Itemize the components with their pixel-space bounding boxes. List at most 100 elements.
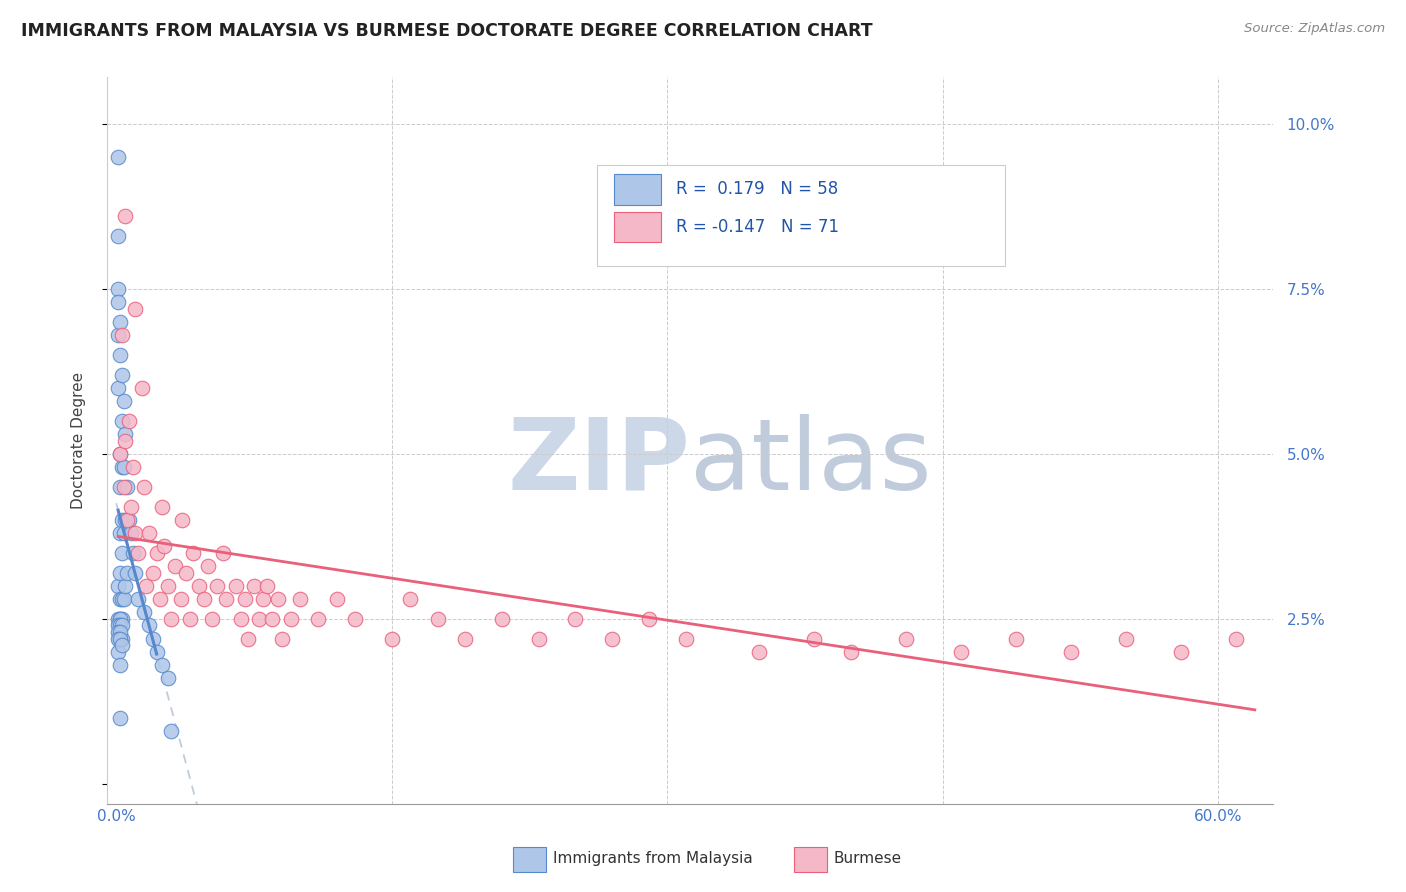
Point	[124, 566, 146, 580]
Point	[120, 500, 142, 514]
Point	[179, 612, 201, 626]
Point	[169, 592, 191, 607]
Point	[111, 632, 134, 646]
Point	[108, 632, 131, 646]
Point	[107, 327, 129, 342]
Point	[399, 592, 422, 607]
Point	[114, 426, 136, 441]
Point	[343, 612, 366, 626]
Point	[107, 150, 129, 164]
Point	[894, 632, 917, 646]
Point	[117, 513, 139, 527]
Point	[1170, 645, 1192, 659]
Point	[156, 579, 179, 593]
Point	[117, 480, 139, 494]
Point	[839, 645, 862, 659]
Point	[256, 579, 278, 593]
Point	[145, 645, 167, 659]
Point	[1060, 645, 1083, 659]
Point	[262, 612, 284, 626]
Point	[160, 612, 183, 626]
Point	[231, 612, 253, 626]
Point	[107, 381, 129, 395]
Text: 0.0%: 0.0%	[97, 809, 135, 823]
Point	[111, 546, 134, 560]
Point	[564, 612, 586, 626]
Point	[233, 592, 256, 607]
Point	[112, 393, 135, 408]
Point	[111, 368, 134, 382]
FancyBboxPatch shape	[596, 165, 1005, 266]
Point	[215, 592, 238, 607]
Point	[108, 658, 131, 673]
Point	[108, 612, 131, 626]
Point	[150, 500, 173, 514]
Point	[138, 526, 160, 541]
Point	[114, 579, 136, 593]
Point	[108, 566, 131, 580]
Point	[112, 480, 135, 494]
Point	[107, 625, 129, 640]
Point	[252, 592, 274, 607]
Point	[172, 513, 194, 527]
Point	[142, 566, 165, 580]
Point	[249, 612, 271, 626]
Point	[112, 592, 135, 607]
Point	[108, 315, 131, 329]
Point	[111, 327, 134, 342]
Text: R =  0.179   N = 58: R = 0.179 N = 58	[676, 180, 838, 198]
Point	[193, 592, 215, 607]
Text: 60.0%: 60.0%	[1194, 809, 1243, 823]
Point	[107, 579, 129, 593]
Point	[108, 592, 131, 607]
Point	[270, 632, 292, 646]
Point	[107, 294, 129, 309]
Point	[107, 618, 129, 632]
Point	[156, 671, 179, 685]
Point	[600, 632, 623, 646]
Point	[142, 632, 165, 646]
Point	[108, 612, 131, 626]
Point	[201, 612, 224, 626]
Point	[107, 612, 129, 626]
Point	[160, 724, 183, 739]
Point	[111, 414, 134, 428]
Point	[950, 645, 973, 659]
Point	[107, 228, 129, 243]
Point	[121, 460, 143, 475]
Point	[132, 605, 155, 619]
Point	[127, 546, 149, 560]
Point	[187, 579, 209, 593]
Point	[1225, 632, 1247, 646]
Point	[675, 632, 697, 646]
Point	[1115, 632, 1137, 646]
Text: Immigrants from Malaysia: Immigrants from Malaysia	[553, 851, 752, 865]
Point	[111, 592, 134, 607]
Point	[108, 618, 131, 632]
Point	[118, 513, 141, 527]
Point	[114, 209, 136, 223]
Point	[163, 559, 186, 574]
Bar	[614, 211, 661, 243]
Point	[197, 559, 219, 574]
Point	[108, 526, 131, 541]
Point	[138, 618, 160, 632]
Point	[131, 381, 153, 395]
Point	[381, 632, 404, 646]
Point	[150, 658, 173, 673]
Text: ZIP: ZIP	[508, 414, 690, 511]
Text: Burmese: Burmese	[834, 851, 901, 865]
Y-axis label: Doctorate Degree: Doctorate Degree	[72, 372, 86, 509]
Point	[207, 579, 229, 593]
Text: Source: ZipAtlas.com: Source: ZipAtlas.com	[1244, 22, 1385, 36]
Point	[238, 632, 260, 646]
Text: R = -0.147   N = 71: R = -0.147 N = 71	[676, 218, 839, 236]
Point	[118, 414, 141, 428]
Point	[111, 612, 134, 626]
Point	[748, 645, 770, 659]
Point	[117, 566, 139, 580]
Point	[637, 612, 659, 626]
Point	[145, 546, 167, 560]
Point	[183, 546, 205, 560]
Point	[108, 711, 131, 725]
